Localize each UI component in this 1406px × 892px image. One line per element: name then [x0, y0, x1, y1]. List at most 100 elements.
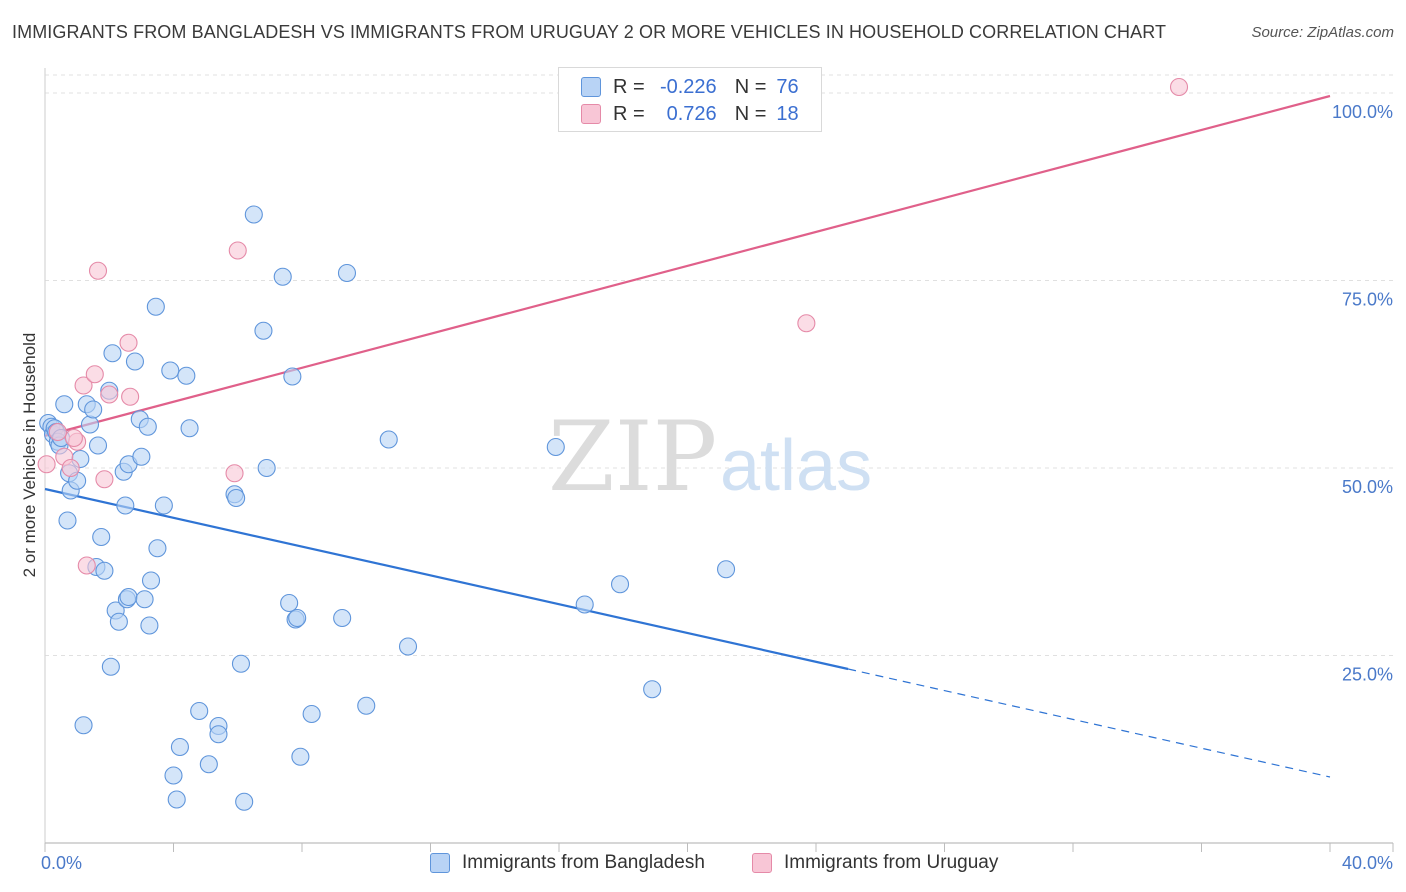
data-point-bangladesh [135, 590, 154, 609]
data-point-bangladesh [101, 657, 120, 676]
data-point-uruguay [88, 261, 108, 280]
data-point-bangladesh [546, 437, 565, 457]
series-label-bangladesh: Immigrants from Bangladesh [462, 852, 705, 873]
data-point-bangladesh [283, 367, 302, 386]
data-point-uruguay [100, 385, 119, 404]
data-point-bangladesh [398, 637, 418, 656]
data-point-uruguay [74, 376, 93, 395]
data-point-bangladesh [58, 511, 77, 530]
data-point-uruguay [37, 455, 56, 474]
legend-n-label: N = [734, 75, 767, 98]
data-point-uruguay [1169, 77, 1189, 97]
data-point-bangladesh [643, 680, 662, 699]
y-tick-label: 100.0% [1332, 102, 1393, 122]
data-point-bangladesh [170, 737, 189, 757]
series-legend-bangladesh[interactable]: Immigrants from Bangladesh [430, 852, 705, 874]
legend-r-value-uruguay: 0.726 [666, 102, 717, 125]
data-point-bangladesh [337, 263, 357, 283]
y-tick-label: 75.0% [1342, 290, 1393, 310]
y-tick-label: 50.0% [1342, 477, 1393, 497]
watermark: ZIP atlas [548, 401, 872, 513]
data-point-bangladesh [610, 575, 630, 594]
data-point-bangladesh [141, 571, 161, 590]
y-axis-label: 2 or more Vehicles in Household [20, 333, 39, 578]
series-legend: Immigrants from Bangladesh Immigrants fr… [0, 852, 1406, 878]
data-point-bangladesh [288, 608, 307, 628]
legend-swatch-uruguay [581, 104, 601, 124]
legend-r-value-bangladesh: -0.226 [659, 75, 717, 98]
data-point-uruguay [797, 314, 816, 333]
data-point-bangladesh [103, 344, 122, 363]
legend-row-bangladesh: R = -0.226 N = 76 [581, 75, 799, 99]
legend-r-label: R = [613, 75, 645, 98]
data-point-uruguay [121, 387, 140, 406]
legend-r-label: R = [613, 102, 645, 125]
data-point-bangladesh [273, 267, 292, 286]
data-point-bangladesh [88, 436, 108, 455]
data-point-bangladesh [280, 593, 299, 613]
x-tick-label: 0.0% [41, 853, 82, 873]
data-point-bangladesh [74, 716, 93, 735]
legend-swatch-bangladesh [581, 77, 601, 97]
data-point-bangladesh [80, 415, 100, 434]
data-point-uruguay [228, 241, 247, 260]
data-point-bangladesh [199, 755, 218, 774]
data-point-bangladesh [209, 725, 228, 744]
data-point-bangladesh [235, 792, 254, 811]
data-point-bangladesh [575, 595, 594, 614]
data-point-uruguay [95, 470, 114, 489]
legend-n-label: N = [734, 102, 767, 125]
points-layer [37, 77, 1189, 811]
source-credit: Source: ZipAtlas.com [1251, 24, 1394, 41]
data-point-bangladesh [146, 297, 165, 316]
data-point-bangladesh [119, 587, 138, 607]
trend-layer [44, 94, 1331, 778]
legend-row-uruguay: R = 0.726 N = 18 [581, 102, 799, 126]
data-point-bangladesh [180, 419, 199, 438]
data-point-bangladesh [140, 616, 159, 635]
data-point-uruguay [48, 422, 67, 442]
x-tick-label: 40.0% [1342, 853, 1393, 873]
trendline-uruguay [44, 94, 1331, 437]
legend-n-value-bangladesh: 76 [776, 75, 799, 98]
data-point-uruguay [64, 428, 83, 448]
data-point-bangladesh [244, 205, 263, 224]
data-point-bangladesh [257, 458, 276, 478]
y-tick-label: 25.0% [1342, 665, 1393, 685]
data-point-bangladesh [177, 366, 196, 385]
data-point-bangladesh [357, 696, 376, 715]
series-legend-uruguay[interactable]: Immigrants from Uruguay [752, 852, 998, 874]
data-point-bangladesh [116, 496, 135, 515]
series-label-uruguay: Immigrants from Uruguay [784, 852, 999, 873]
data-point-bangladesh [55, 395, 74, 414]
ticks-layer: 25.0% 50.0% 75.0% 100.0% 0.0% 40.0% [41, 102, 1393, 873]
trendline-bangladesh [44, 487, 849, 671]
axes-layer [44, 68, 1394, 852]
data-point-bangladesh [333, 608, 352, 628]
data-point-bangladesh [95, 561, 114, 580]
series-swatch-bangladesh [430, 853, 450, 873]
data-point-bangladesh [109, 612, 128, 631]
data-point-bangladesh [716, 560, 736, 579]
data-point-bangladesh [254, 321, 273, 340]
data-point-uruguay [85, 365, 104, 384]
watermark-atlas: atlas [720, 426, 872, 506]
data-point-bangladesh [231, 654, 251, 673]
chart-title: IMMIGRANTS FROM BANGLADESH VS IMMIGRANTS… [12, 22, 1167, 42]
data-point-bangladesh [167, 790, 186, 809]
data-point-bangladesh [161, 361, 180, 380]
data-point-uruguay [225, 464, 244, 483]
data-point-uruguay [119, 333, 138, 352]
data-point-bangladesh [154, 496, 173, 515]
correlation-legend: R = -0.226 N = 76 R = 0.726 N = 18 [558, 67, 822, 132]
data-point-bangladesh [379, 430, 398, 449]
series-swatch-uruguay [752, 853, 772, 873]
data-point-bangladesh [132, 447, 151, 466]
data-point-uruguay [77, 556, 96, 575]
data-point-bangladesh [92, 527, 111, 547]
data-point-bangladesh [84, 400, 103, 419]
data-point-bangladesh [190, 701, 209, 721]
data-point-uruguay [61, 458, 80, 478]
data-point-bangladesh [164, 766, 183, 785]
